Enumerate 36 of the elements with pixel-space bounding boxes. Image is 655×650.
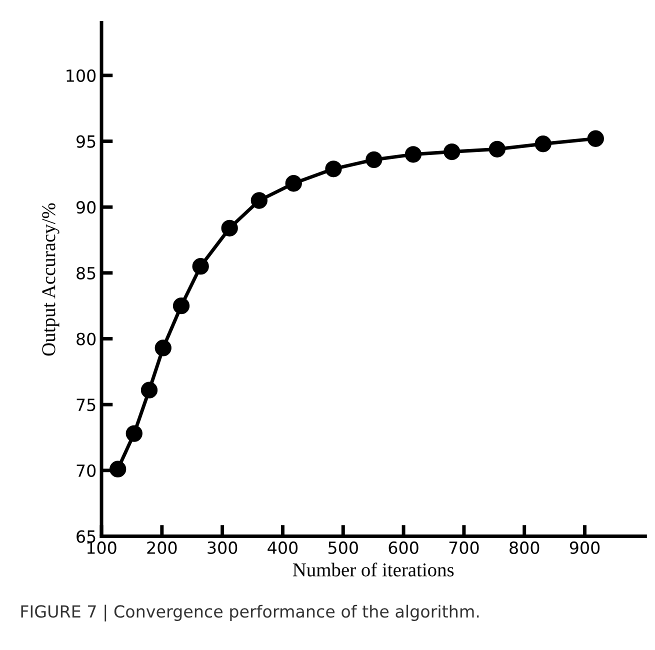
point	[140, 382, 158, 398]
point	[488, 140, 506, 158]
x-tick-label: 500	[328, 541, 358, 554]
y-tick-label: 65	[76, 530, 96, 543]
point	[172, 298, 190, 314]
point	[221, 220, 238, 236]
y-tick-label: 100	[66, 69, 96, 82]
point	[325, 160, 342, 178]
x-tick-label: 900	[570, 541, 600, 554]
x-tick-label: 100	[87, 541, 116, 554]
point	[444, 143, 460, 160]
point	[250, 192, 268, 209]
y-tick-label: 70	[76, 464, 96, 477]
x-tick-label: 200	[147, 541, 177, 554]
point	[366, 151, 382, 168]
y-axis-title: Output Accuracy/%	[42, 203, 60, 356]
point	[587, 130, 604, 147]
point	[534, 136, 552, 152]
y-tick-label: 90	[76, 201, 96, 214]
x-tick-label: 400	[268, 541, 298, 554]
y-tick-label: 95	[76, 135, 96, 148]
x-tick-label: 700	[449, 541, 479, 554]
y-tick-label: 80	[76, 332, 96, 346]
point	[126, 425, 142, 442]
x-axis-title: Number of iterations	[292, 562, 454, 576]
x-tick-label: 600	[388, 541, 418, 554]
point	[154, 340, 172, 356]
y-tick-label: 85	[76, 266, 96, 280]
y-tick-label: 75	[76, 398, 96, 412]
point	[404, 146, 422, 163]
x-tick-label: 300	[208, 541, 238, 554]
x-tick-label: 800	[510, 541, 540, 554]
point	[192, 258, 209, 275]
point	[110, 460, 126, 478]
caption: FIGURE 7 | Convergence performance of the algorithm.	[21, 604, 479, 622]
point	[285, 175, 302, 192]
